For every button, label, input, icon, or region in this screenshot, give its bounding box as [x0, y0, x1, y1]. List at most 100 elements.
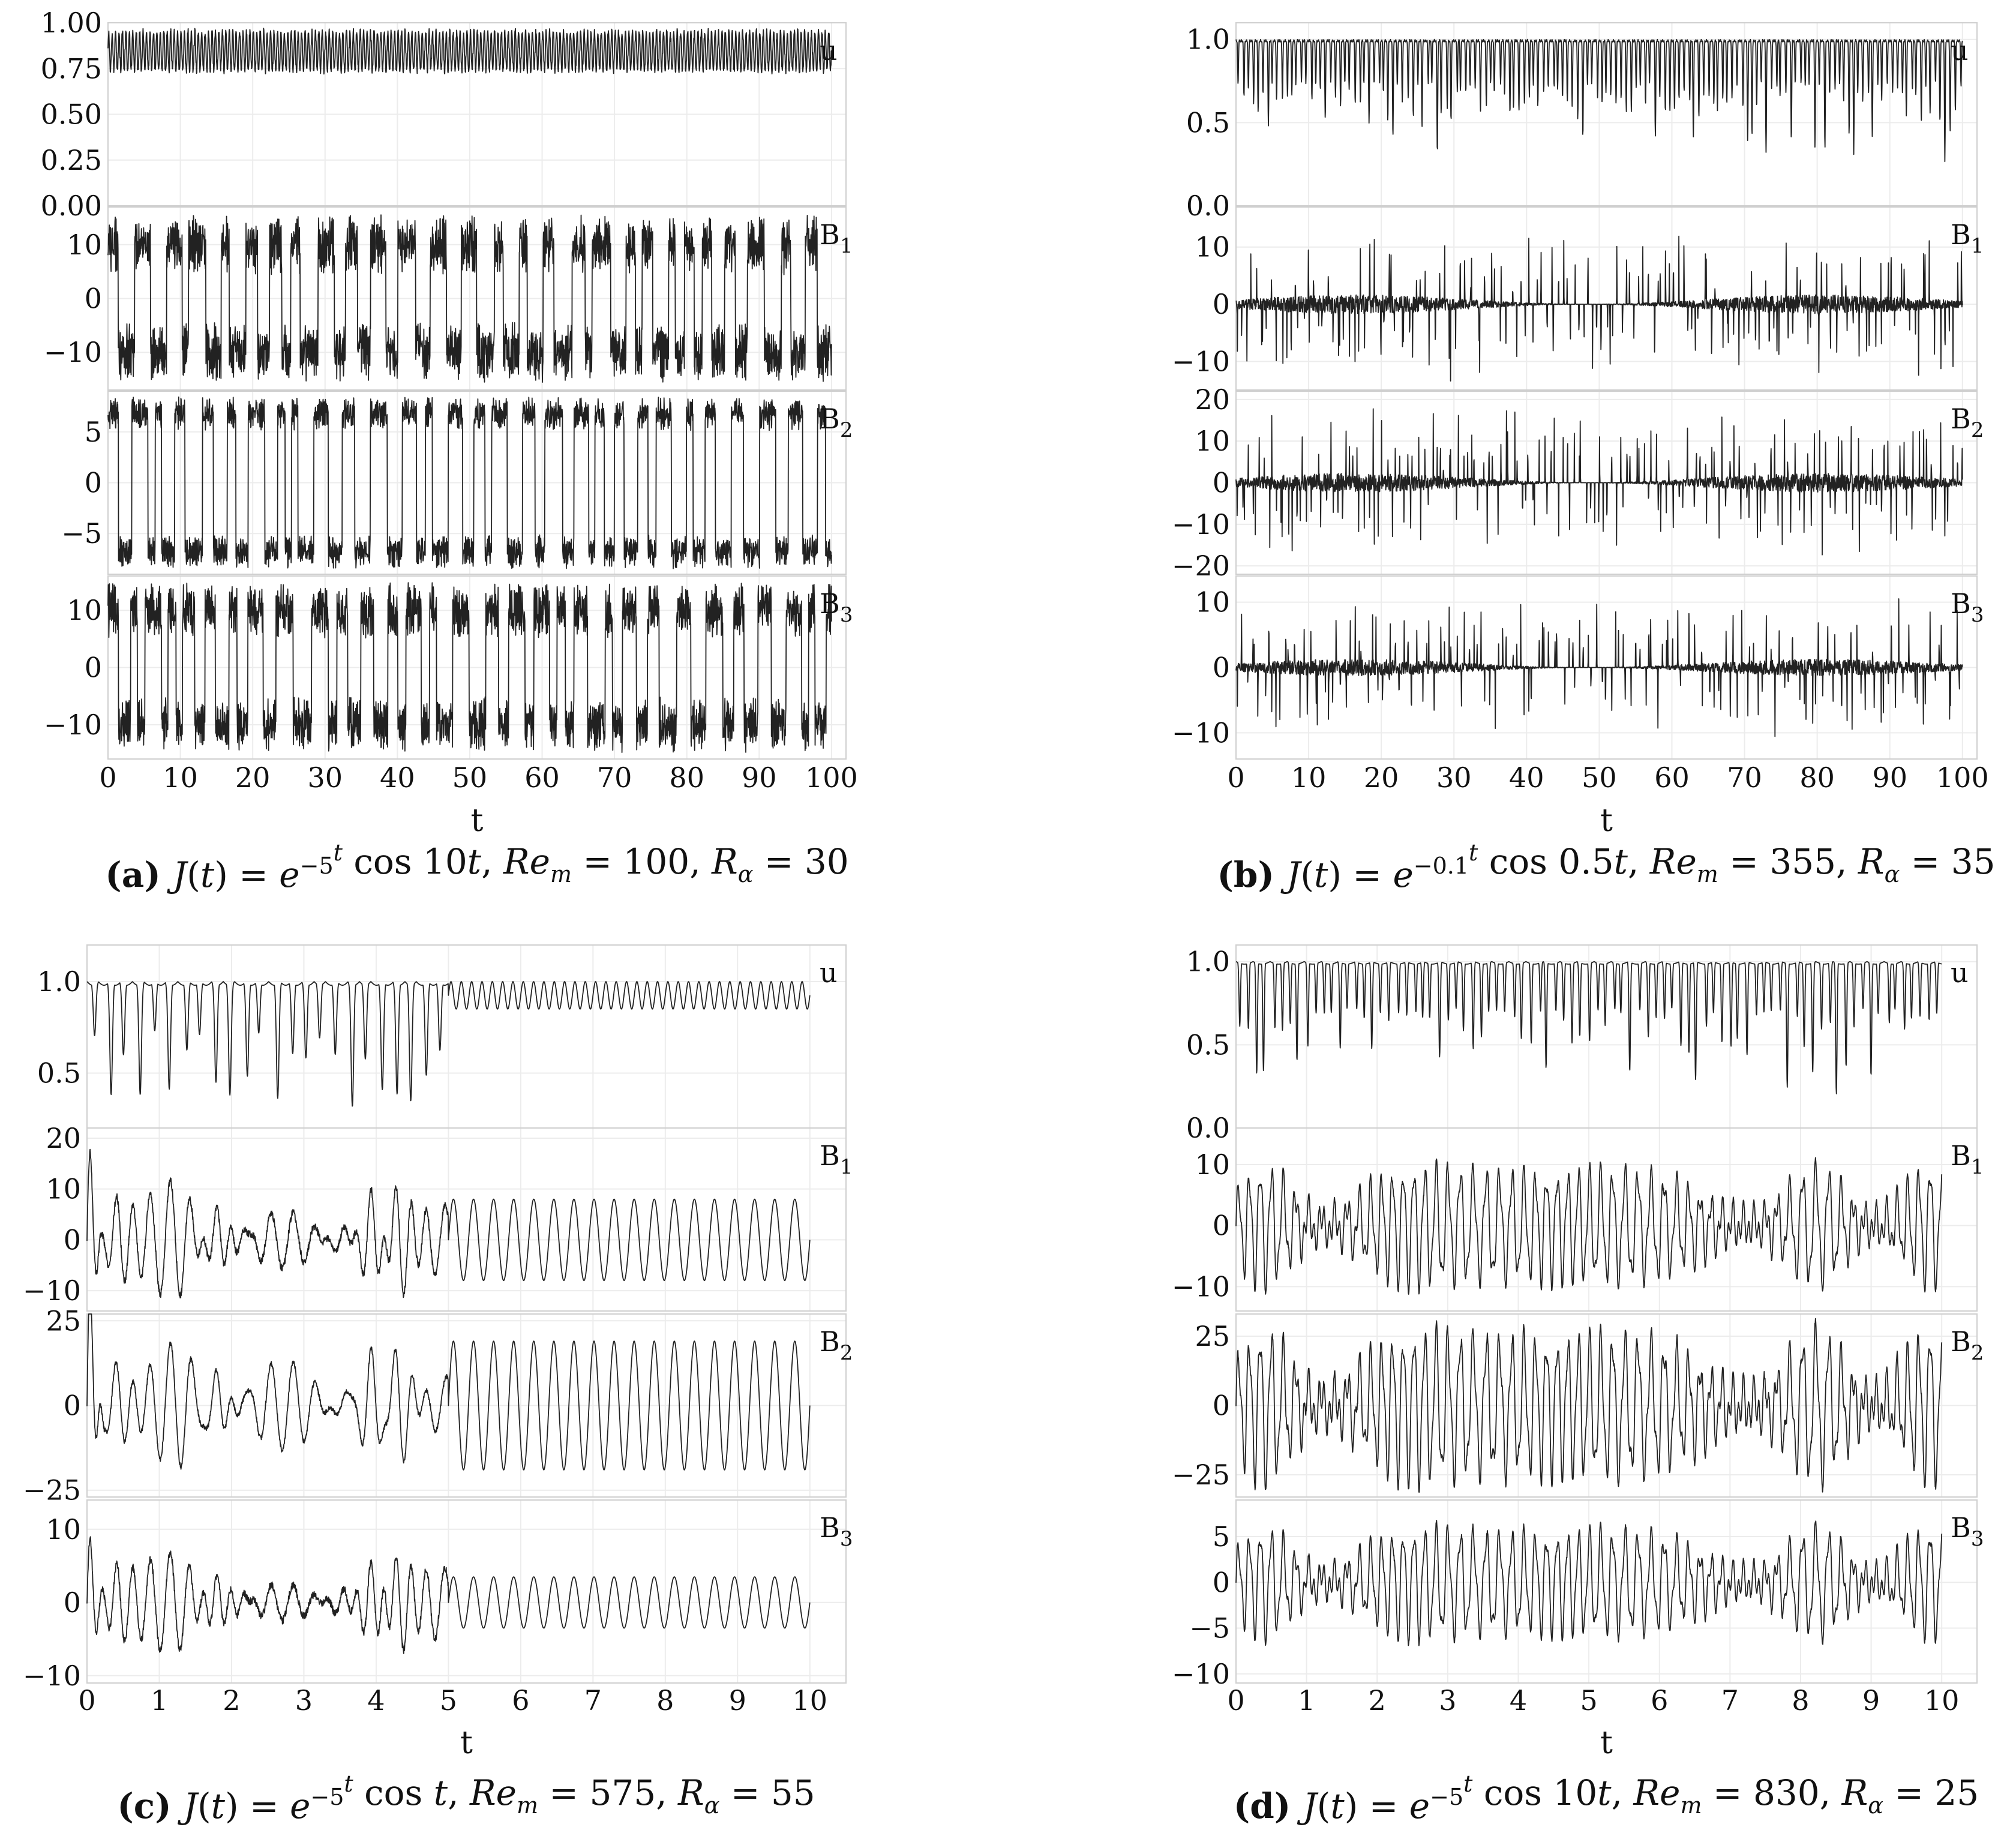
x-tick-label: 60: [524, 761, 560, 794]
y-tick-label: 0: [1213, 1566, 1230, 1598]
x-tick-label: 90: [1872, 761, 1907, 794]
panel-caption: (b) J(t) = e−0.1t cos 0.5t, Rem = 355, R…: [1217, 839, 1995, 895]
y-tick-label: 0: [64, 1586, 81, 1619]
x-tick-label: 10: [1924, 1684, 1960, 1717]
y-tick-label: 10: [46, 1173, 81, 1205]
subplot-b-B3: −10 0 10 B3: [1172, 575, 1984, 760]
series-label: B3: [1951, 1511, 1984, 1551]
subplot-b-B2: −20 −10 0 10 20 B2: [1172, 383, 1984, 582]
x-tick-label: 60: [1654, 761, 1690, 794]
panel-a: 0.00 0.25 0.50 0.75 1.00 u −10 0 10 B1 −5 0 5 B2 −10 0 1…: [41, 7, 858, 895]
subplot-c-B2: −25 0 25 B2: [23, 1304, 853, 1506]
subplot-frame: [86, 944, 847, 1129]
x-tick-label: 40: [1509, 761, 1544, 794]
x-axis-label: t: [460, 1725, 473, 1761]
y-tick-label: 5: [85, 416, 102, 448]
x-tick-label: 70: [1727, 761, 1762, 794]
x-tick-label: 50: [1582, 761, 1617, 794]
x-tick-label: 0: [1227, 761, 1244, 794]
x-tick-label: 2: [223, 1684, 240, 1717]
y-tick-label: 10: [1195, 1148, 1230, 1181]
series-label: u: [1951, 34, 1969, 67]
series-label: B3: [820, 1511, 853, 1551]
y-tick-label: 0.75: [41, 52, 102, 85]
subplot-frame: [86, 1499, 847, 1684]
x-tick-label: 5: [1580, 1684, 1597, 1717]
series-line-B1: [86, 1148, 811, 1299]
x-tick-label: 80: [1799, 761, 1835, 794]
y-tick-label: −10: [23, 1660, 81, 1692]
series-line-B2: [1235, 1318, 1943, 1493]
y-tick-label: 10: [1195, 425, 1230, 457]
series-line-B2: [86, 1313, 811, 1471]
panel-b: 0.0 0.5 1.0 u −10 0 10 B1 −20 −10 0 10 20 B2 −10 0 10 B3 0…: [1172, 22, 1996, 895]
x-tick-label: 4: [1510, 1684, 1527, 1717]
x-tick-label: 70: [597, 761, 632, 794]
x-tick-label: 80: [669, 761, 704, 794]
y-tick-label: 0: [1213, 652, 1230, 684]
y-tick-label: 10: [1195, 586, 1230, 619]
series-label: B2: [820, 1325, 853, 1365]
subplot-frame: [107, 391, 847, 575]
y-tick-label: 0: [1213, 1210, 1230, 1242]
series-line-u: [1235, 961, 1942, 1094]
series-line-B2: [1235, 408, 1963, 556]
series-line-u: [107, 28, 832, 75]
subplot-frame: [1235, 206, 1978, 391]
series-label: u: [820, 34, 838, 67]
y-tick-label: 10: [46, 1513, 81, 1546]
series-line-B3: [107, 582, 832, 753]
y-tick-label: 0: [85, 652, 102, 684]
x-tick-label: 1: [151, 1684, 168, 1717]
y-tick-label: 10: [67, 594, 102, 626]
x-tick-label: 10: [792, 1684, 827, 1717]
subplot-c-B1: −10 0 10 20 B1: [23, 1122, 853, 1312]
subplot-d-B3: −10 −5 0 5 B3: [1172, 1499, 1984, 1690]
y-tick-label: −10: [1172, 345, 1230, 377]
y-tick-label: 0: [64, 1223, 81, 1256]
series-label: B1: [820, 1139, 853, 1179]
x-tick-label: 0: [1227, 1684, 1244, 1717]
x-tick-label: 10: [1291, 761, 1327, 794]
y-tick-label: −10: [1172, 1270, 1230, 1303]
y-tick-label: 0: [1213, 288, 1230, 320]
subplot-c-B3: −10 0 10 B3: [23, 1499, 853, 1692]
y-tick-label: 0.0: [1186, 1112, 1230, 1144]
y-tick-label: 25: [1195, 1320, 1230, 1352]
x-axis-label: t: [1600, 803, 1613, 839]
series-line-B3: [1235, 598, 1963, 737]
y-tick-label: 1.0: [1186, 23, 1230, 56]
y-tick-label: 25: [46, 1304, 81, 1337]
y-tick-label: 0.00: [41, 190, 102, 222]
series-label: B2: [820, 403, 853, 442]
y-tick-label: 5: [1213, 1520, 1230, 1553]
panel-caption: (d) J(t) = e−5t cos 10t, Rem = 830, Rα =…: [1234, 1771, 1979, 1826]
y-tick-label: −25: [1172, 1459, 1230, 1491]
subplot-a-B3: −10 0 10 B3: [44, 575, 853, 760]
x-tick-label: 5: [440, 1684, 457, 1717]
panel-caption: (a) J(t) = e−5t cos 10t, Rem = 100, Rα =…: [105, 839, 848, 895]
y-tick-label: 0: [64, 1390, 81, 1422]
x-tick-label: 1: [1298, 1684, 1315, 1717]
series-label: B1: [1951, 1139, 1984, 1179]
x-tick-label: 20: [235, 761, 271, 794]
subplot-c-u: 0.5 1.0 u: [37, 944, 847, 1129]
y-tick-label: 0.5: [1186, 1028, 1230, 1061]
y-tick-label: −10: [1172, 508, 1230, 541]
subplot-frame: [107, 22, 847, 206]
subplot-b-B1: −10 0 10 B1: [1172, 206, 1984, 391]
series-line-B3: [1235, 1520, 1943, 1646]
series-label: u: [820, 956, 838, 989]
x-tick-label: 3: [295, 1684, 313, 1717]
y-tick-label: 0.25: [41, 144, 102, 176]
subplot-a-u: 0.00 0.25 0.50 0.75 1.00 u: [41, 7, 847, 222]
subplot-frame: [1235, 22, 1978, 206]
x-tick-label: 8: [1792, 1684, 1809, 1717]
y-tick-label: 1.0: [37, 965, 81, 998]
subplot-frame: [107, 575, 847, 760]
y-tick-label: −10: [1172, 716, 1230, 749]
x-tick-label: 20: [1364, 761, 1399, 794]
series-label: u: [1951, 956, 1969, 989]
subplot-a-B1: −10 0 10 B1: [44, 206, 853, 391]
